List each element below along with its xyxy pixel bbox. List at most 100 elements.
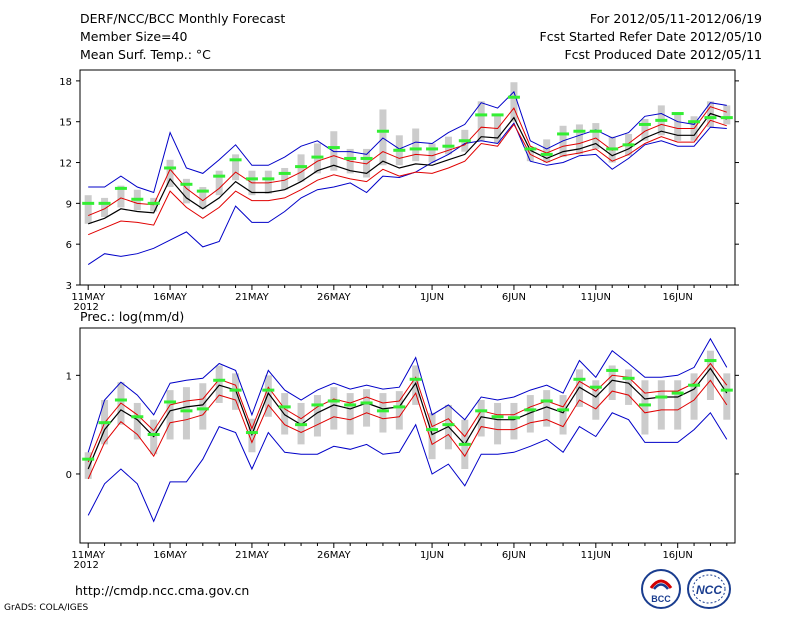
prec-xtick-label: 21MAY (235, 550, 269, 561)
prec-box (199, 383, 207, 430)
prec-box (674, 380, 682, 430)
temp-box (428, 143, 436, 163)
prec-xtick-label: 1JUN (420, 550, 444, 561)
prec-box (346, 393, 354, 435)
prec-box (690, 373, 698, 420)
temp-year-label: 2012 (73, 302, 98, 313)
prec-box (363, 389, 371, 427)
prec-box (264, 375, 272, 417)
prec-min-line (87, 411, 728, 523)
prec-panel: 0 1 11MAY 16MAY 21MAY 26MAY 1JUN 6JUN 11JUN 16JUN… (66, 309, 739, 571)
prec-box (379, 393, 387, 433)
prec-xtick-label: 6JUN (502, 550, 526, 561)
temp-box (264, 170, 272, 194)
prec-box (526, 395, 534, 433)
temp-box (510, 82, 518, 122)
prec-box (133, 402, 141, 440)
forecast-period: For 2012/05/11-2012/06/19 (589, 11, 762, 26)
prec-box (84, 452, 92, 479)
temp-box (281, 167, 289, 190)
temp-box (379, 109, 387, 166)
temp-box (363, 148, 371, 178)
prec-box (559, 395, 567, 435)
ncc-logo-text: NCC (696, 583, 722, 597)
prec-xtick-label: 16MAY (153, 550, 187, 561)
temp-box (674, 113, 682, 141)
bcc-logo-text: BCC (651, 594, 671, 604)
prec-box (330, 387, 338, 430)
temp-box (543, 139, 551, 163)
temp-ytick-label: 6 (66, 240, 72, 251)
website-url[interactable]: http://cmdp.ncc.cma.gov.cn (75, 583, 250, 598)
prec-box (477, 399, 485, 437)
prec-title: Prec.: log(mm/d) (80, 309, 184, 324)
prec-box (395, 391, 403, 430)
prec-box (706, 350, 714, 400)
temp-upper-line (88, 106, 727, 217)
prec-box (428, 412, 436, 460)
prec-mean-line (87, 367, 728, 470)
prec-box (723, 373, 731, 420)
prec-xtick-label: 26MAY (317, 550, 351, 561)
temp-box (166, 159, 174, 188)
temp-ytick-label: 9 (66, 199, 72, 210)
temp-box (101, 197, 109, 217)
fcst-produced-date: Fcst Produced Date 2012/05/11 (564, 47, 762, 62)
variable-label: Mean Surf. Temp.: °C (80, 47, 211, 62)
temp-xtick-label: 21MAY (235, 292, 269, 303)
prec-xtick-label: 11MAY (71, 550, 105, 561)
temp-box (330, 131, 338, 171)
grads-credit: GrADS: COLA/IGES (4, 603, 89, 613)
temp-box (84, 195, 92, 224)
temp-mean-line (88, 112, 727, 225)
temp-box (592, 123, 600, 149)
temp-xtick-label: 11MAY (71, 292, 105, 303)
ncc-logo: NCC (687, 569, 731, 609)
temp-box (641, 118, 649, 141)
prec-box (166, 390, 174, 440)
temp-box (559, 125, 567, 158)
prec-lower-line (87, 379, 728, 480)
prec-box (608, 365, 616, 400)
prec-box (625, 369, 633, 405)
prec-box (543, 390, 551, 427)
prec-box (412, 365, 420, 405)
prec-box (182, 387, 190, 440)
prec-ytick-label: 0 (66, 470, 72, 481)
temp-lower-line (88, 119, 727, 236)
member-size: Member Size=40 (80, 29, 188, 44)
prec-year-label: 2012 (73, 560, 98, 571)
prec-frame (79, 327, 736, 544)
temp-box (199, 187, 207, 209)
prec-ytick-label: 1 (66, 371, 72, 382)
temp-box (477, 101, 485, 141)
temp-frame (79, 69, 736, 286)
temp-ytick-label: 15 (59, 118, 72, 129)
prec-xtick-label: 16JUN (662, 550, 692, 561)
temp-box (215, 170, 223, 196)
temp-box (412, 128, 420, 162)
temp-box (117, 185, 125, 208)
temp-xtick-label: 16MAY (153, 292, 187, 303)
fcst-started-date: Fcst Started Refer Date 2012/05/10 (539, 29, 763, 44)
temp-box (575, 124, 583, 155)
chart-title: DERF/NCC/BCC Monthly Forecast (80, 11, 286, 26)
temp-ytick-label: 3 (66, 281, 72, 292)
prec-max-line (87, 337, 728, 453)
prec-box (641, 380, 649, 435)
prec-xtick-label: 11JUN (581, 550, 611, 561)
temp-box (723, 105, 731, 125)
prec-upper-line (87, 362, 728, 463)
temp-box (182, 178, 190, 204)
temp-xtick-label: 26MAY (317, 292, 351, 303)
prec-box (657, 380, 665, 430)
temp-panel: 3 6 9 12 15 18 11MAY 16MAY 21MAY 26MAY 1JUN 6JUN 11J… (59, 69, 739, 313)
temp-box (232, 154, 240, 181)
temp-xtick-label: 1JUN (420, 292, 444, 303)
temp-box (494, 114, 502, 144)
bcc-logo: BCC (641, 569, 681, 609)
prec-box (215, 365, 223, 403)
temp-xtick-label: 11JUN (581, 292, 611, 303)
prec-box (592, 380, 600, 420)
